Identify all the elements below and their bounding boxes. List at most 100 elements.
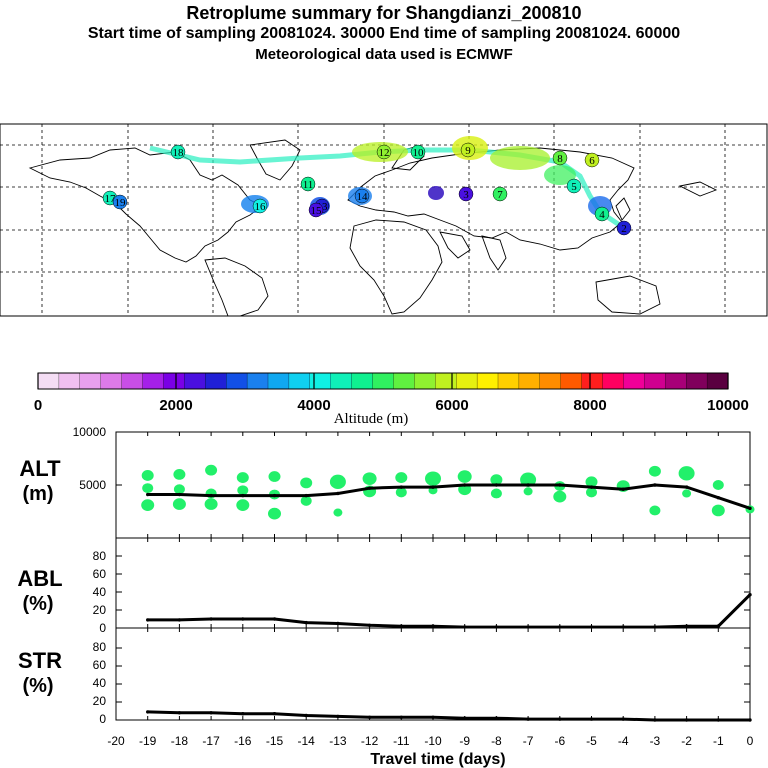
- colorbar-cell: [476, 372, 499, 390]
- colorbar-tick-label: 0: [34, 397, 42, 414]
- alt-scatter-point: [142, 483, 154, 494]
- str-panel: STR (%) 80 60 40 20 0: [18, 627, 752, 726]
- str-data-point: [177, 711, 182, 715]
- x-tick-label: -11: [393, 734, 410, 748]
- alt-scatter-point: [236, 499, 250, 511]
- x-tick-label: -2: [681, 734, 692, 748]
- colorbar-cell: [58, 372, 81, 390]
- map-marker-label: 4: [599, 209, 605, 221]
- str-ytick-20: 20: [93, 694, 107, 708]
- colorbar-cell: [560, 372, 583, 390]
- colorbar-tick-label: 2000: [159, 397, 192, 414]
- str-line: [147, 710, 750, 722]
- alt-ytick-5000: 5000: [79, 478, 106, 492]
- alt-scatter-point: [204, 498, 218, 510]
- map-marker-label: 2: [621, 223, 627, 235]
- sampling-times: Start time of sampling 20081024. 30000 E…: [87, 25, 681, 42]
- map-marker: 4: [594, 206, 610, 222]
- abl-data-point: [146, 618, 150, 622]
- x-tick-label: -18: [171, 734, 189, 748]
- map-marker-label: 6: [589, 155, 595, 167]
- str-panel-label: STR: [18, 648, 62, 673]
- alt-scatter-point: [395, 472, 408, 483]
- x-tick-label: -20: [107, 734, 125, 748]
- alt-scatter-point: [205, 464, 218, 476]
- alt-panel-unit: (m): [22, 483, 53, 505]
- alt-scatter-point: [712, 480, 724, 490]
- str-data-point: [146, 710, 150, 714]
- map-marker: 10: [410, 144, 426, 160]
- map-marker: 18: [170, 144, 186, 160]
- colorbar-cell: [414, 372, 436, 390]
- map-marker-label: 12: [379, 147, 390, 159]
- x-tick-label: -3: [650, 734, 661, 748]
- colorbar-cell: [497, 372, 520, 390]
- map-marker: 14: [354, 188, 370, 204]
- colorbar-tick-label: 4000: [297, 397, 330, 414]
- x-tick-label: -19: [139, 734, 157, 748]
- str-data-point: [272, 712, 277, 716]
- map-marker: 19: [112, 194, 128, 210]
- alt-scatter-point: [585, 476, 598, 488]
- alt-scatter-point: [553, 490, 567, 503]
- x-tick-label: -8: [491, 734, 502, 748]
- colorbar-cell: [246, 372, 269, 390]
- map-marker: 6: [584, 152, 600, 168]
- colorbar-tick-label: 10000: [707, 397, 749, 414]
- abl-data-point: [177, 618, 182, 622]
- colorbar-cell: [372, 372, 395, 390]
- alt-data-point: [304, 493, 308, 498]
- colorbar-cell: [205, 372, 227, 390]
- map-marker-label: 17: [105, 193, 117, 205]
- colorbar-cell: [100, 372, 123, 390]
- alt-scatter-point: [362, 472, 377, 485]
- colorbar-tick-label: 8000: [573, 397, 606, 414]
- alt-data-point: [621, 487, 625, 491]
- alt-data-point: [209, 493, 213, 498]
- map-marker-label: 7: [497, 189, 503, 201]
- alt-data-point: [463, 483, 467, 487]
- map-marker-label: 10: [413, 147, 425, 159]
- alt-scatter-point: [425, 471, 441, 486]
- alt-scatter-point: [173, 484, 185, 495]
- colorbar-cell: [539, 372, 562, 390]
- x-tick-label: -4: [618, 734, 629, 748]
- str-ytick-60: 60: [93, 658, 107, 672]
- colorbar-cell: [686, 372, 708, 390]
- abl-panel: ABL (%) 80 60 40 20 0: [17, 537, 752, 635]
- colorbar-cell: [665, 372, 687, 390]
- colorbar-cell: [163, 372, 185, 390]
- alt-data-point: [748, 506, 752, 511]
- colorbar-cell: [393, 372, 415, 390]
- alt-scatter-point: [236, 472, 249, 483]
- colorbar-cell: [121, 372, 144, 390]
- alt-scatter-point: [648, 465, 661, 477]
- altitude-colorbar: 0 2000 4000 6000 8000 10000 Altitude (m): [34, 372, 749, 427]
- alt-scatter-point: [457, 470, 472, 483]
- x-tick-label: -16: [234, 734, 252, 748]
- alt-data-point: [526, 483, 530, 487]
- colorbar-cell: [309, 372, 332, 390]
- colorbar-cell: [37, 372, 60, 390]
- x-tick-labels: -20 -19 -18 -17 -16 -15 -14 -13 -12 -11 -10 -9 -8 -7-…: [107, 734, 753, 748]
- abl-data-point: [748, 593, 752, 597]
- abl-data-point: [241, 617, 245, 621]
- alt-scatter-point: [300, 495, 312, 506]
- alt-data-point: [494, 483, 499, 487]
- x-tick-label: -12: [361, 734, 379, 748]
- alt-scatter-point: [682, 489, 692, 498]
- chart-title: Retroplume summary for Shangdianzi_20081…: [186, 3, 582, 23]
- map-markers: 2345678910111213141516171819: [102, 142, 632, 236]
- alt-scatter-point: [268, 507, 281, 520]
- alt-scatter-point: [141, 499, 155, 511]
- abl-panel-unit: (%): [22, 593, 53, 615]
- map-marker: 11: [300, 176, 316, 192]
- colorbar-cell: [267, 372, 290, 390]
- str-ytick-40: 40: [93, 676, 107, 690]
- colorbar-cell: [142, 372, 165, 390]
- map-marker: 3: [458, 186, 474, 202]
- alt-data-point: [272, 493, 277, 498]
- alt-data-point: [589, 485, 594, 489]
- alt-scatter-point: [711, 504, 725, 517]
